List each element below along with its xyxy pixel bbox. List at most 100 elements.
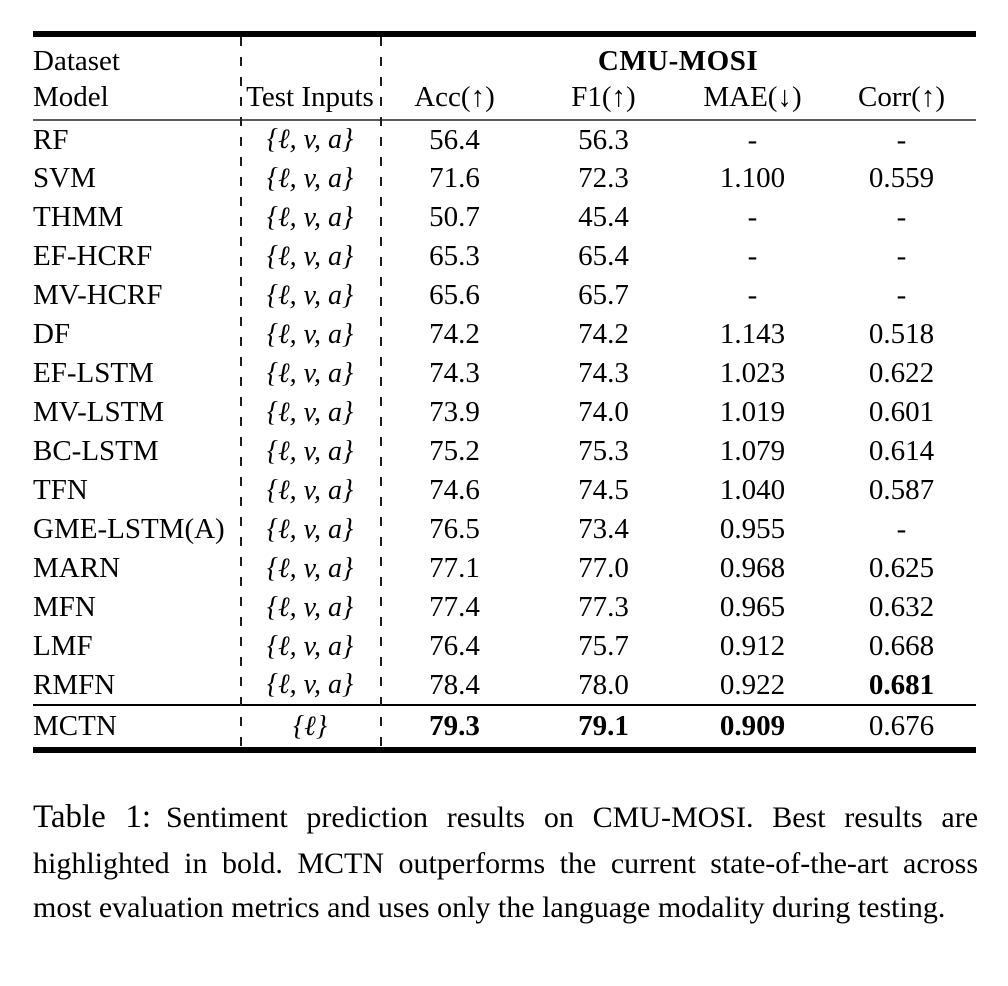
test-inputs-cell: {ℓ, v, a} [266,591,354,623]
acc-cell: 77.4 [429,591,480,623]
header-corr: Corr(↑) [827,79,977,121]
table-row: GME-LSTM(A) {ℓ, v, a} 76.5 73.4 0.955 - [33,510,976,549]
f1-cell: 78.0 [578,668,629,701]
f1-cell: 65.7 [578,279,629,311]
acc-cell: 56.4 [429,123,480,156]
mae-cell: 1.040 [719,474,786,506]
acc-cell: 50.7 [429,201,480,233]
acc-cell: 76.5 [429,513,480,545]
paper-page: Dataset CMU-MOSI Model Test Inputs Acc(↑… [33,31,978,930]
f1-cell: 74.5 [578,474,629,506]
corr-cell: 0.632 [868,591,935,623]
results-table-container: Dataset CMU-MOSI Model Test Inputs Acc(↑… [33,31,977,753]
test-inputs-cell: {ℓ, v, a} [266,630,354,662]
model-cell: DF [33,318,71,350]
mae-cell: 0.922 [719,668,786,701]
f1-cell: 74.0 [578,396,629,428]
test-inputs-cell: {ℓ} [240,704,380,750]
header-test-inputs: Test Inputs [240,79,380,121]
model-cell: TFN [33,474,88,506]
corr-cell: 0.676 [827,704,977,750]
acc-cell: 77.1 [429,552,480,584]
mae-cell: 0.909 [678,704,827,750]
corr-cell: 0.625 [868,552,935,584]
table-row: BC-LSTM {ℓ, v, a} 75.2 75.3 1.079 0.614 [33,432,976,471]
acc-cell: 74.3 [429,357,480,389]
mae-cell: 1.019 [719,396,786,428]
header-model: Model [33,79,240,121]
dashed-divider-right [380,37,382,747]
f1-cell: 75.3 [578,435,629,467]
header-acc: Acc(↑) [380,79,529,121]
mae-cell: 0.965 [719,591,786,623]
test-inputs-cell: {ℓ, v, a} [266,124,354,155]
table-caption: Table 1: Sentiment prediction results on … [33,793,978,930]
test-inputs-cell: {ℓ, v, a} [266,669,354,700]
corr-cell: - [896,279,907,311]
f1-cell: 79.1 [529,704,678,750]
caption-text: Sentiment prediction results on CMU-MOSI… [33,801,979,924]
mae-cell: - [747,279,758,311]
f1-cell: 74.2 [578,318,629,350]
corr-cell: 0.668 [868,630,935,662]
corr-cell: 0.614 [868,435,935,467]
corr-cell: 0.622 [868,357,935,389]
acc-cell: 74.6 [429,474,480,506]
acc-cell: 75.2 [429,435,480,467]
corr-cell: - [896,513,907,545]
model-cell: THMM [33,201,124,233]
mae-cell: 1.143 [719,318,786,350]
table-row: LMF {ℓ, v, a} 76.4 75.7 0.912 0.668 [33,627,976,666]
corr-cell: 0.587 [868,474,935,506]
table-row: DF {ℓ, v, a} 74.2 74.2 1.143 0.518 [33,315,976,354]
table-row: THMM {ℓ, v, a} 50.7 45.4 - - [33,198,976,237]
acc-cell: 78.4 [429,668,480,701]
acc-cell: 65.3 [429,240,480,272]
header-f1: F1(↑) [529,79,678,121]
corr-cell: - [896,201,907,233]
model-cell: RF [33,123,69,156]
f1-cell: 73.4 [578,513,629,545]
model-cell: EF-LSTM [33,357,154,389]
table-row: RMFN {ℓ, v, a} 78.4 78.0 0.922 0.681 [33,666,976,705]
mae-cell: - [747,240,758,272]
acc-cell: 79.3 [380,704,529,750]
table-row: MV-HCRF {ℓ, v, a} 65.6 65.7 - - [33,276,976,315]
mae-cell: 0.955 [719,513,786,545]
f1-cell: 65.4 [578,240,629,272]
corr-cell: - [896,240,907,272]
mae-cell: - [747,201,758,233]
table-row: EF-LSTM {ℓ, v, a} 74.3 74.3 1.023 0.622 [33,354,976,393]
f1-cell: 72.3 [578,162,629,194]
f1-cell: 56.3 [578,123,629,156]
table-row: RF {ℓ, v, a} 56.4 56.3 - - [33,120,976,159]
model-cell: RMFN [33,668,116,701]
f1-cell: 74.3 [578,357,629,389]
acc-cell: 76.4 [429,630,480,662]
table-row: MFN {ℓ, v, a} 77.4 77.3 0.965 0.632 [33,588,976,627]
caption-label: Table 1: [33,799,151,835]
header-row-dataset: Dataset CMU-MOSI [33,34,976,79]
table-header: Dataset CMU-MOSI Model Test Inputs Acc(↑… [33,34,977,121]
table-body: RF {ℓ, v, a} 56.4 56.3 - - SVM {ℓ, v, a}… [33,120,977,750]
corr-cell: 0.559 [868,162,935,194]
dashed-divider-left [240,37,242,747]
test-inputs-cell: {ℓ, v, a} [266,279,354,311]
table-row: MCTN {ℓ} 79.3 79.1 0.909 0.676 [33,704,977,750]
test-inputs-cell: {ℓ, v, a} [266,435,354,467]
model-cell: GME-LSTM(A) [33,513,225,545]
model-cell: MARN [33,552,121,584]
table-row: MV-LSTM {ℓ, v, a} 73.9 74.0 1.019 0.601 [33,393,976,432]
f1-cell: 77.0 [578,552,629,584]
acc-cell: 74.2 [429,318,480,350]
mae-cell: 0.912 [719,630,786,662]
test-inputs-cell: {ℓ, v, a} [266,201,354,233]
header-empty-cell [240,34,380,79]
model-cell: LMF [33,630,93,662]
table-row: SVM {ℓ, v, a} 71.6 72.3 1.100 0.559 [33,159,976,198]
model-cell: MV-HCRF [33,279,163,311]
mae-cell: - [747,123,758,156]
mae-cell: 1.023 [719,357,786,389]
corr-cell: 0.518 [868,318,935,350]
test-inputs-cell: {ℓ, v, a} [266,240,354,272]
